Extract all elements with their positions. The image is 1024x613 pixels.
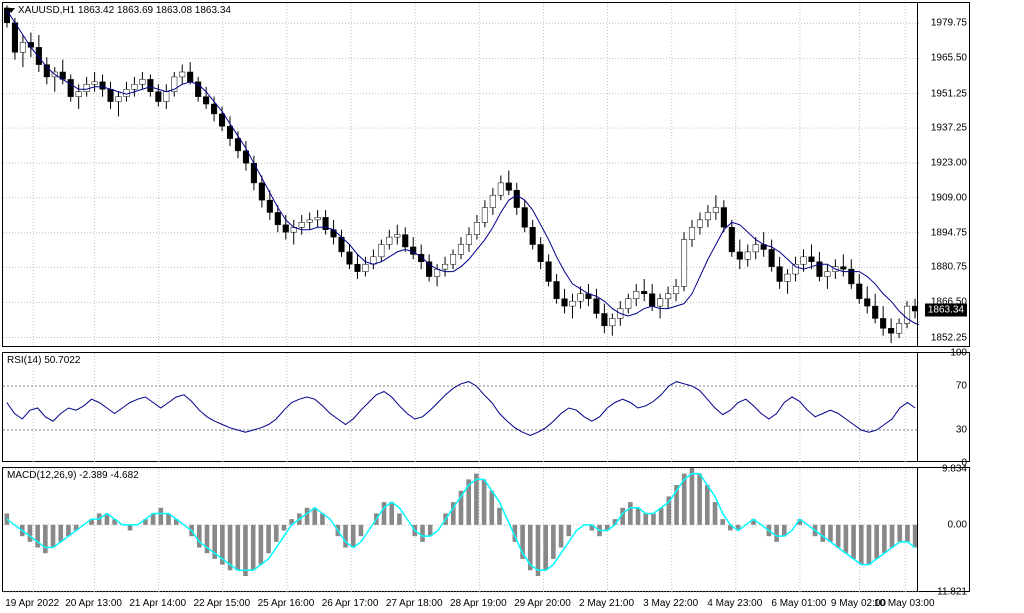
rsi-chart-svg (3, 353, 919, 463)
time-x-axis: 19 Apr 2022 20 Apr 13:00 21 Apr 14:00 22 Ap… (2, 593, 970, 611)
price-y-tick: 1852.25 (919, 332, 967, 343)
price-y-tick: 1894.75 (919, 227, 967, 238)
x-tick-label: 2 May 21:00 (579, 598, 634, 609)
x-tick-label: 28 Apr 19:00 (450, 598, 507, 609)
rsi-y-tick: 30 (919, 425, 967, 436)
macd-y-tick: 0.00 (919, 519, 967, 530)
x-tick-label: 27 Apr 18:00 (386, 598, 443, 609)
x-tick-label: 6 May 01:00 (771, 598, 826, 609)
price-y-tick: 1923.00 (919, 158, 967, 169)
rsi-y-axis: 03070100 (917, 353, 969, 461)
price-y-tick: 1979.75 (919, 18, 967, 29)
x-tick-label: 19 Apr 2022 (5, 598, 59, 609)
macd-panel-title: MACD(12,26,9) -2.389 -4.682 (7, 470, 139, 481)
x-tick-label: 10 May 03:00 (874, 598, 935, 609)
macd-y-axis: -11.8210.009.834 (917, 468, 969, 591)
price-chart-svg (3, 3, 919, 348)
x-tick-label: 3 May 22:00 (643, 598, 698, 609)
price-y-tick: 1951.25 (919, 88, 967, 99)
rsi-panel-title: RSI(14) 50.7022 (7, 355, 80, 366)
price-y-tick: 1909.00 (919, 192, 967, 203)
x-tick-label: 25 Apr 16:00 (258, 598, 315, 609)
rsi-y-tick: 70 (919, 381, 967, 392)
macd-y-tick: 9.834 (919, 463, 967, 474)
macd-chart-svg (3, 468, 919, 593)
x-tick-label: 4 May 23:00 (707, 598, 762, 609)
price-y-tick: 1965.50 (919, 53, 967, 64)
price-chart-panel[interactable]: XAUUSD,H1 1863.42 1863.69 1863.08 1863.3… (2, 2, 970, 347)
rsi-y-tick: 100 (919, 348, 967, 359)
macd-panel[interactable]: MACD(12,26,9) -2.389 -4.682 -11.8210.009… (2, 467, 970, 592)
x-tick-label: 21 Apr 14:00 (129, 598, 186, 609)
price-y-tick: 1880.75 (919, 262, 967, 273)
price-y-tick: 1937.25 (919, 123, 967, 134)
price-panel-title: XAUUSD,H1 1863.42 1863.69 1863.08 1863.3… (7, 5, 231, 16)
current-price-tag: 1863.34 (925, 304, 967, 317)
x-tick-label: 26 Apr 17:00 (322, 598, 379, 609)
dropdown-icon (7, 8, 15, 13)
rsi-panel[interactable]: RSI(14) 50.7022 03070100 (2, 352, 970, 462)
x-tick-label: 29 Apr 20:00 (514, 598, 571, 609)
price-y-axis: 1863.34 1852.251866.501880.751894.751909… (917, 3, 969, 346)
x-tick-label: 20 Apr 13:00 (65, 598, 122, 609)
x-tick-label: 22 Apr 15:00 (193, 598, 250, 609)
